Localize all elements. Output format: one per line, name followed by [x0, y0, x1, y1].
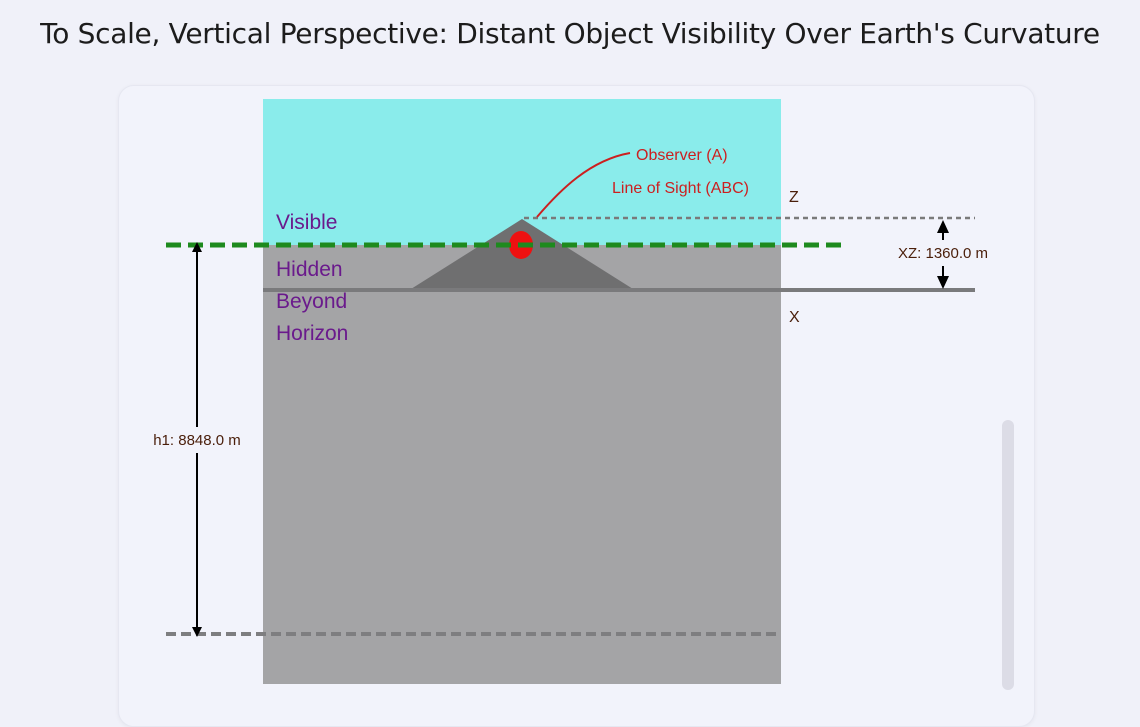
arrow-up-icon — [937, 220, 949, 233]
hidden-label-line-3: Horizon — [276, 322, 348, 345]
line-of-sight-label: Line of Sight (ABC) — [612, 180, 749, 197]
observer-pointer-curve — [536, 152, 631, 218]
hidden-label-line-2: Beyond — [276, 290, 347, 313]
observer-label: Observer (A) — [636, 147, 728, 164]
hidden-label-line-1: Hidden — [276, 258, 343, 281]
page-title: To Scale, Vertical Perspective: Distant … — [40, 17, 1100, 50]
point-z-label: Z — [789, 189, 799, 206]
xz-label: XZ: 1360.0 m — [898, 245, 988, 262]
arrow-down-icon — [937, 276, 949, 289]
ground-region — [263, 245, 781, 684]
visible-label: Visible — [276, 211, 337, 234]
visibility-diagram: h1: 8848.0 m XZ: 1360.0 m Z X Observer (… — [153, 99, 988, 684]
vertical-scrollbar[interactable] — [1002, 420, 1014, 690]
h1-label: h1: 8848.0 m — [153, 432, 241, 449]
point-x-label: X — [789, 309, 800, 326]
